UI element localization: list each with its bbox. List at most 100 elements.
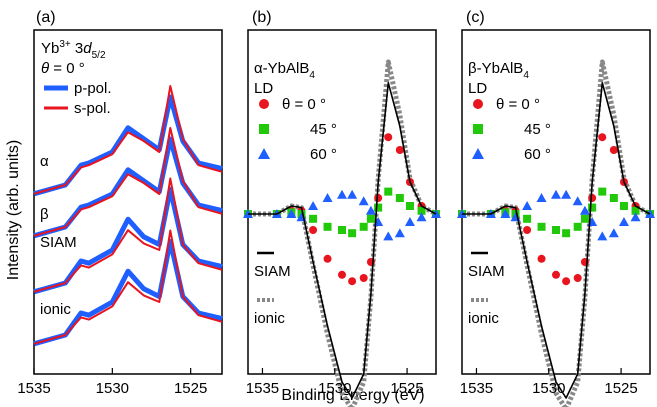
panel-b-series-2-point-2	[286, 209, 297, 218]
panel-a-curves	[33, 85, 223, 347]
row-label-alpha: α	[40, 153, 49, 170]
panel-b-series-0-point-7	[348, 277, 357, 286]
panel-c-plot	[457, 59, 655, 407]
y-axis-label: Intensity (arb. units)	[5, 140, 22, 281]
panel-b-series-1-point-8	[359, 222, 368, 231]
panel-c-legend: θ = 0 ° 45 ° 60 ° SIAM ionic	[468, 96, 551, 327]
panel-b-series-0-point-6	[338, 270, 346, 279]
panel-b-series-0-point-12	[395, 146, 404, 154]
panel-c-legend-label-1: 45 °	[524, 121, 551, 138]
panel-c-series-0-point-8	[573, 274, 582, 282]
panel-b-series-0-point-8	[359, 274, 368, 282]
panel-c-series-1-point-10	[588, 203, 597, 212]
panel-b-legend-marker-2	[258, 148, 270, 159]
panel-c-series-1-point-9	[580, 214, 589, 223]
panel-c-title: β-YbAlB4	[468, 60, 529, 81]
panel-a-row-1-s-pol-line	[33, 127, 223, 237]
panel-b-series-1-point-6	[338, 226, 346, 234]
panel-c-series-2-point-11	[597, 231, 608, 241]
panel-b-series-1-point-13	[405, 202, 414, 210]
panel-b-legend-marker-0	[259, 99, 269, 109]
panel-b-series-1-point-5	[323, 222, 332, 231]
panel-b-series-0-point-5	[323, 254, 332, 263]
panel-a-x-ticks: 1535 1530 1525	[17, 368, 207, 397]
panel-b-series-2-point-9	[365, 205, 376, 215]
panel-b-series-0-point-10	[374, 194, 383, 202]
panel-b-siam-line	[248, 82, 437, 399]
panel-c-x-tick-label-1: 1530	[532, 380, 565, 397]
panel-b-ionic-line	[248, 59, 438, 407]
panel-b-series-0-point-11	[384, 133, 393, 142]
panel-c-series-1-point-4	[523, 214, 532, 223]
panel-b-legend-label-0: θ = 0 °	[282, 96, 326, 113]
panel-b-series-2-point-6	[337, 189, 347, 199]
panel-b-series-1-point-11	[384, 187, 393, 196]
panel-c-series-2-point-12	[608, 228, 619, 238]
panel-c-series-0-point-7	[562, 277, 571, 286]
panel-c: (c) β-YbAlB4 LD θ = 0 ° 45 ° 60 ° SIAM ionic…	[457, 9, 655, 407]
panel-c-ionic-line	[462, 59, 652, 407]
panel-c-series-2-point-4	[522, 201, 533, 210]
panel-b-subtitle: LD	[254, 80, 273, 97]
panel-c-legend-siam-label: SIAM	[468, 263, 505, 280]
panel-a-x-tick-label-0: 1535	[17, 380, 50, 397]
panel-c-x-tick-label-0: 1535	[460, 380, 493, 397]
panel-c-series-1-point-6	[552, 226, 560, 234]
panel-b-legend-siam-label: SIAM	[254, 263, 291, 280]
panel-c-legend-label-0: θ = 0 °	[496, 96, 540, 113]
panel-b-series-2-point-4	[308, 201, 319, 210]
panel-b-series-1-point-7	[348, 229, 357, 238]
panel-c-series-0-point-12	[609, 146, 618, 154]
panel-c-legend-ionic-label: ionic	[468, 310, 499, 327]
legend-s-pol-label: s-pol.	[74, 100, 111, 117]
row-label-beta: β	[40, 206, 49, 223]
panel-a-x-tick-label-2: 1525	[174, 380, 207, 397]
panel-a-row-3-s-pol-line	[33, 229, 223, 345]
panel-a-title: Yb3+ 3d5/2	[41, 39, 106, 61]
panel-b-series-2-point-14	[416, 212, 427, 222]
panel-b-series-2-point-11	[383, 231, 394, 241]
panel-c-series-2-point-2	[500, 209, 511, 218]
panel-b-series-2-point-5	[322, 193, 333, 202]
panel-a-row-0-p-pol-line	[33, 94, 223, 197]
panel-c-legend-marker-2	[472, 148, 484, 159]
panel-b-series-1-point-4	[309, 214, 318, 223]
panel-c-series-2-point-5	[536, 193, 547, 202]
panel-a-x-tick-label-1: 1530	[96, 380, 129, 397]
panel-c-x-ticks: 1535 1530 1525	[460, 368, 638, 397]
panel-c-series-2-point-14	[630, 212, 641, 222]
panel-b-series-1-point-9	[366, 214, 375, 223]
panel-b-legend: θ = 0 ° 45 ° 60 ° SIAM ionic	[254, 96, 337, 327]
panel-b-frame	[247, 29, 437, 375]
legend-p-pol-label: p-pol.	[74, 80, 112, 97]
panel-b-x-ticks: 1535 1530 1525	[246, 368, 424, 397]
panel-c-siam-line	[462, 82, 651, 399]
panel-c-x-tick-label-2: 1525	[604, 380, 637, 397]
panel-c-legend-marker-0	[473, 99, 483, 109]
panel-c-series-1-point-11	[598, 187, 607, 196]
panel-c-series-0-point-10	[588, 194, 597, 202]
panel-a-frame	[33, 29, 223, 375]
panel-a-row-0-s-pol-line	[33, 85, 223, 195]
panel-c-series-0-point-11	[598, 133, 607, 142]
panel-b-legend-marker-1	[259, 124, 269, 134]
panel-b-series-0-point-4	[309, 226, 318, 234]
panel-c-series-1-point-7	[562, 229, 571, 238]
panel-b-x-tick-label-2: 1525	[390, 380, 423, 397]
panel-b-series-2-point-12	[394, 228, 405, 238]
panel-b-plot	[243, 59, 441, 407]
panel-c-label: (c)	[466, 9, 485, 26]
panel-b-series-2-point-8	[358, 196, 369, 206]
panel-c-series-1-point-5	[537, 222, 546, 231]
panel-a-label: (a)	[36, 9, 56, 26]
panel-b: (b) α-YbAlB4 LD θ = 0 ° 45 ° 60 ° SIAM ionic…	[243, 9, 441, 407]
panel-c-legend-label-2: 60 °	[524, 146, 551, 163]
panel-b-x-tick-label-0: 1535	[246, 380, 279, 397]
row-label-siam: SIAM	[40, 234, 77, 251]
panel-c-series-0-point-5	[537, 254, 546, 263]
panel-b-title: α-YbAlB4	[254, 60, 315, 81]
panel-b-series-2-point-7	[347, 189, 358, 199]
panel-b-x-tick-label-1: 1530	[318, 380, 351, 397]
panel-c-legend-marker-1	[473, 124, 483, 134]
